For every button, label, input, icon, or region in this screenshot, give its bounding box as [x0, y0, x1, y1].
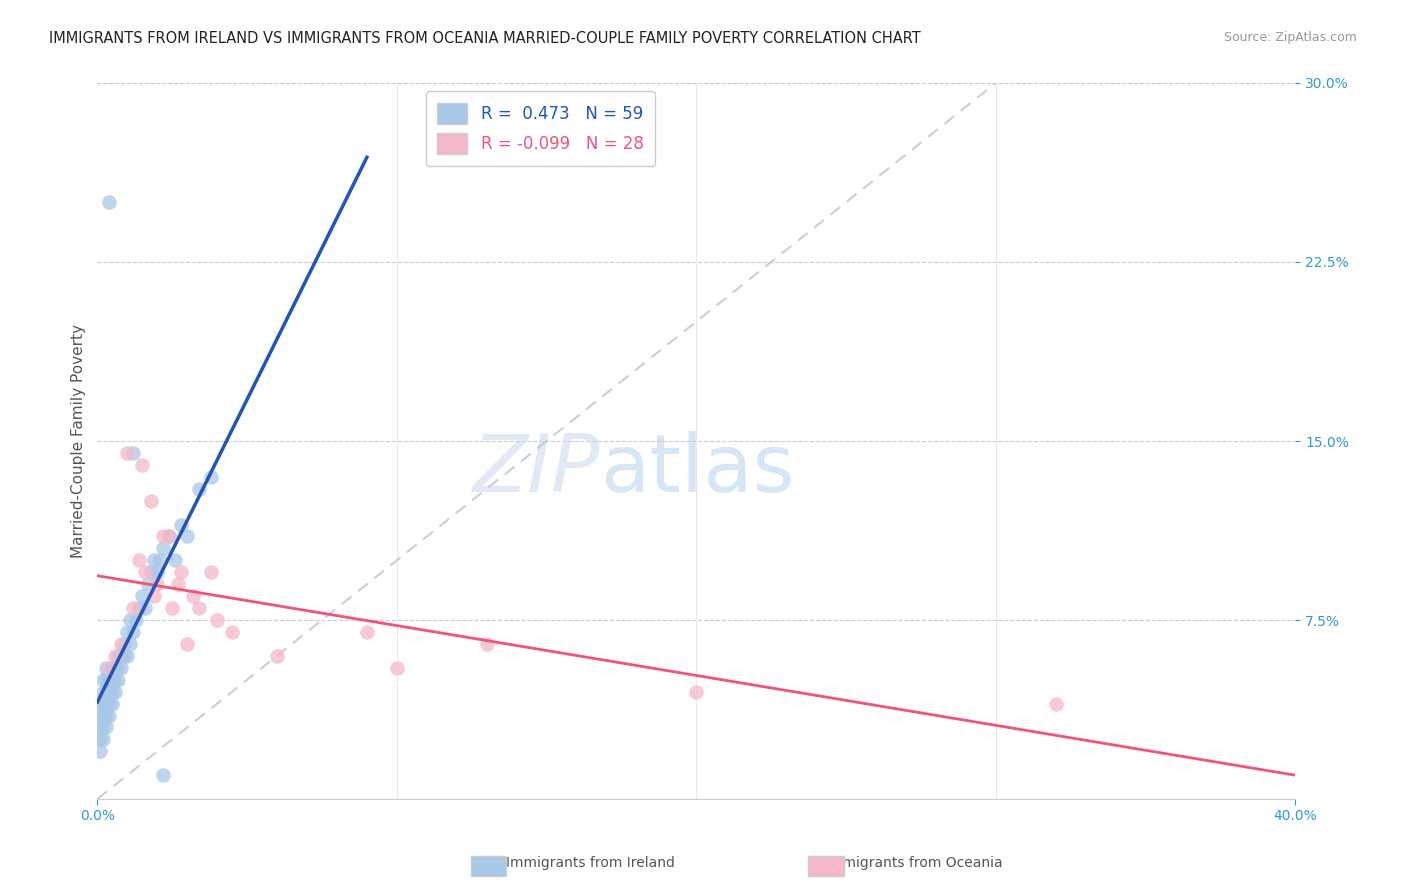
Point — [356, 624, 378, 639]
Point — [188, 601, 211, 615]
Point — [128, 601, 150, 615]
Point — [98, 708, 121, 723]
Point — [104, 661, 127, 675]
Point — [221, 624, 243, 639]
Text: Immigrants from Oceania: Immigrants from Oceania — [825, 855, 1002, 870]
Point — [167, 577, 190, 591]
Point — [141, 566, 163, 580]
Point — [149, 553, 172, 567]
Point — [101, 684, 124, 698]
Point — [143, 589, 166, 603]
Point — [112, 648, 135, 663]
Point — [110, 648, 132, 663]
Point — [120, 613, 142, 627]
Point — [117, 624, 139, 639]
Point — [1045, 697, 1067, 711]
Point — [152, 768, 174, 782]
Text: Source: ZipAtlas.com: Source: ZipAtlas.com — [1223, 31, 1357, 45]
Point — [101, 673, 124, 687]
Point — [128, 553, 150, 567]
Point — [152, 541, 174, 556]
Point — [110, 637, 132, 651]
Point — [107, 648, 129, 663]
Point — [170, 517, 193, 532]
Text: IMMIGRANTS FROM IRELAND VS IMMIGRANTS FROM OCEANIA MARRIED-COUPLE FAMILY POVERTY: IMMIGRANTS FROM IRELAND VS IMMIGRANTS FR… — [49, 31, 921, 46]
Point — [385, 661, 408, 675]
Point — [91, 673, 114, 687]
Point — [475, 637, 498, 651]
Point — [152, 529, 174, 543]
Point — [98, 684, 121, 698]
Point — [160, 601, 183, 615]
Point — [98, 195, 121, 210]
Point — [91, 697, 114, 711]
Point — [122, 624, 145, 639]
Point — [89, 721, 111, 735]
Point — [96, 708, 118, 723]
Point — [122, 601, 145, 615]
Point — [98, 661, 121, 675]
Point — [176, 637, 198, 651]
Point — [141, 493, 163, 508]
Point — [110, 661, 132, 675]
Point — [122, 446, 145, 460]
Point — [120, 637, 142, 651]
Point — [134, 601, 156, 615]
Point — [101, 697, 124, 711]
Point — [107, 673, 129, 687]
Point — [96, 661, 118, 675]
Point — [117, 446, 139, 460]
Point — [165, 553, 187, 567]
Point — [101, 661, 124, 675]
Point — [157, 529, 180, 543]
Point — [104, 673, 127, 687]
Point — [136, 577, 159, 591]
Point — [205, 613, 228, 627]
Point — [96, 697, 118, 711]
Point — [104, 684, 127, 698]
Point — [89, 708, 111, 723]
Point — [157, 529, 180, 543]
Point — [134, 566, 156, 580]
Point — [107, 661, 129, 675]
Point — [91, 721, 114, 735]
Point — [131, 589, 153, 603]
Text: Immigrants from Ireland: Immigrants from Ireland — [506, 855, 675, 870]
Point — [98, 673, 121, 687]
Point — [96, 721, 118, 735]
Point — [91, 684, 114, 698]
Point — [188, 482, 211, 496]
Point — [170, 566, 193, 580]
Point — [96, 684, 118, 698]
Point — [96, 673, 118, 687]
Point — [685, 684, 707, 698]
Point — [125, 613, 148, 627]
Point — [91, 708, 114, 723]
Point — [200, 470, 222, 484]
Point — [200, 566, 222, 580]
Point — [146, 577, 169, 591]
Point — [89, 697, 111, 711]
Point — [98, 697, 121, 711]
Point — [89, 732, 111, 747]
Point — [117, 648, 139, 663]
Y-axis label: Married-Couple Family Poverty: Married-Couple Family Poverty — [72, 324, 86, 558]
Point — [104, 648, 127, 663]
Point — [181, 589, 204, 603]
Text: ZIP: ZIP — [472, 431, 600, 508]
Point — [176, 529, 198, 543]
Point — [89, 744, 111, 758]
Point — [146, 566, 169, 580]
Point — [91, 732, 114, 747]
Point — [143, 553, 166, 567]
Legend: R =  0.473   N = 59, R = -0.099   N = 28: R = 0.473 N = 59, R = -0.099 N = 28 — [426, 91, 655, 166]
Point — [112, 637, 135, 651]
Point — [131, 458, 153, 472]
Point — [266, 648, 288, 663]
Text: atlas: atlas — [600, 431, 794, 508]
